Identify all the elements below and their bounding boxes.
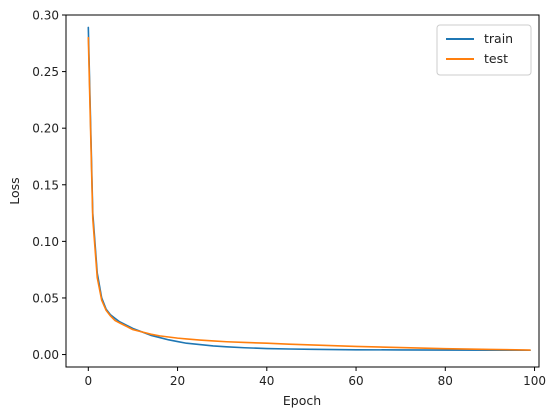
- x-tick-label: 60: [348, 374, 363, 388]
- legend-box: [436, 24, 532, 76]
- legend: train test: [436, 24, 532, 76]
- legend-label-train: train: [484, 31, 513, 46]
- y-axis-label: Loss: [7, 177, 22, 204]
- x-tick-label: 20: [170, 374, 185, 388]
- plot-frame: [65, 14, 540, 368]
- x-tick-label: 100: [523, 374, 546, 388]
- y-tick-label: 0.20: [32, 122, 59, 136]
- y-axis-ticks: 0.00 0.05 0.10 0.15 0.20 0.25 0.30: [32, 9, 66, 362]
- y-tick-label: 0.15: [32, 178, 59, 192]
- x-tick-label: 0: [84, 374, 92, 388]
- x-axis-label: Epoch: [283, 393, 321, 408]
- legend-label-test: test: [484, 51, 508, 66]
- x-tick-label: 40: [259, 374, 274, 388]
- series-line-train: [87, 26, 531, 352]
- series-line-test: [87, 36, 531, 351]
- y-tick-label: 0.10: [32, 235, 59, 249]
- y-tick-label: 0.25: [32, 65, 59, 79]
- x-tick-label: 80: [438, 374, 453, 388]
- y-tick-label: 0.30: [32, 9, 59, 23]
- x-axis-ticks: 0 20 40 60 80 100: [84, 367, 546, 388]
- series-lines: [87, 26, 531, 352]
- y-tick-label: 0.05: [32, 291, 59, 305]
- y-tick-label: 0.00: [32, 348, 59, 362]
